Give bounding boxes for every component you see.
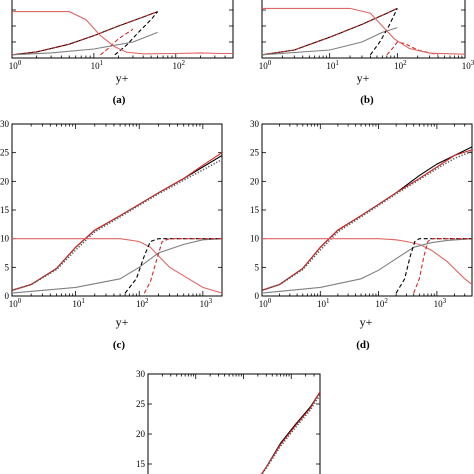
series-line-5 [262,238,472,294]
series-line-6 [124,238,222,294]
series-group [12,152,222,294]
plot-frame [261,123,473,297]
y-tick-label: 10 [0,234,10,244]
x-tick-label: 101 [326,59,339,71]
series-line-4 [12,238,222,294]
panel-label: (c) [113,339,126,351]
series-group [262,7,465,56]
y-tick-label: 5 [5,262,10,272]
series-line-6 [395,238,472,294]
y-tick-label: 15 [250,205,260,215]
x-tick-label: 102 [136,297,149,309]
series-line-1 [262,7,398,56]
y-tick-label: 5 [255,262,260,272]
y-tick-label: 30 [136,369,146,379]
x-tick-label: 100 [259,297,272,309]
series-line-3 [12,158,222,292]
chart-panel-4: 100 101 102 103 0 5 10 15 20 25 30 y+ (d) [250,119,473,351]
x-tick-label: 101 [91,59,104,71]
y-tick-label: 25 [136,399,146,409]
y-tick-label: 15 [0,205,10,215]
y-tick-label: 30 [250,119,260,129]
series-line-2 [262,7,398,56]
x-axis-label: y+ [116,71,129,85]
series-group [260,391,320,474]
series-line-6 [262,7,465,55]
series-line-7 [143,238,222,294]
series-line-2 [260,391,320,474]
x-tick-label: 100 [9,297,22,309]
chart-panel-2: 100 101 102 103 y+ (b) [259,0,474,106]
x-tick-label: 102 [375,297,388,309]
series-line-1 [262,146,472,291]
plot-frame [147,373,321,474]
series-line-7 [413,238,472,294]
x-tick-label: 103 [462,59,474,71]
series-group [12,11,233,56]
series-line-2 [262,149,472,291]
panel-label: (d) [356,339,370,351]
x-tick-label: 103 [434,297,447,309]
x-axis-label: y+ [360,315,373,329]
series-line-2 [12,152,222,291]
y-tick-label: 10 [250,234,260,244]
series-line-4 [262,238,472,285]
x-tick-label: 102 [173,59,186,71]
y-tick-label: 25 [0,148,10,158]
y-tick-label: 25 [250,148,260,158]
series-line-4 [369,8,398,56]
series-line-4 [114,11,159,56]
series-line-5 [100,28,134,56]
x-tick-label: 101 [317,297,330,309]
panel-label: (b) [360,94,374,106]
series-line-3 [12,31,158,56]
series-line-1 [260,391,320,474]
y-tick-label: 20 [250,176,260,186]
x-tick-label: 102 [394,59,407,71]
series-line-3 [262,27,398,56]
x-tick-label: 100 [9,59,22,71]
chart-panel-5: 15 20 25 30 [136,369,321,474]
series-line-3 [262,150,472,292]
x-tick-label: 101 [72,297,85,309]
x-tick-label: 103 [200,297,213,309]
panel-label: (a) [113,94,126,106]
y-tick-label: 0 [255,291,260,301]
y-tick-label: 15 [136,459,146,469]
chart-panel-3: 100 101 102 103 0 5 10 15 20 25 30 y+ (c) [0,119,223,351]
x-axis-label: y+ [116,315,129,329]
series-line-6 [12,11,233,55]
plot-frame [11,0,234,59]
y-tick-label: 30 [0,119,10,129]
y-tick-label: 20 [136,429,146,439]
series-line-5 [12,238,222,294]
x-axis-label: y+ [357,71,370,85]
plot-frame [11,123,223,297]
chart-panel-1: 100 101 102 y+ (a) [9,0,234,106]
y-tick-label: 0 [5,291,10,301]
y-tick-label: 20 [0,176,10,186]
x-tick-label: 100 [259,59,272,71]
series-line-2 [12,11,158,56]
series-line-1 [12,11,158,56]
series-group [262,146,472,294]
